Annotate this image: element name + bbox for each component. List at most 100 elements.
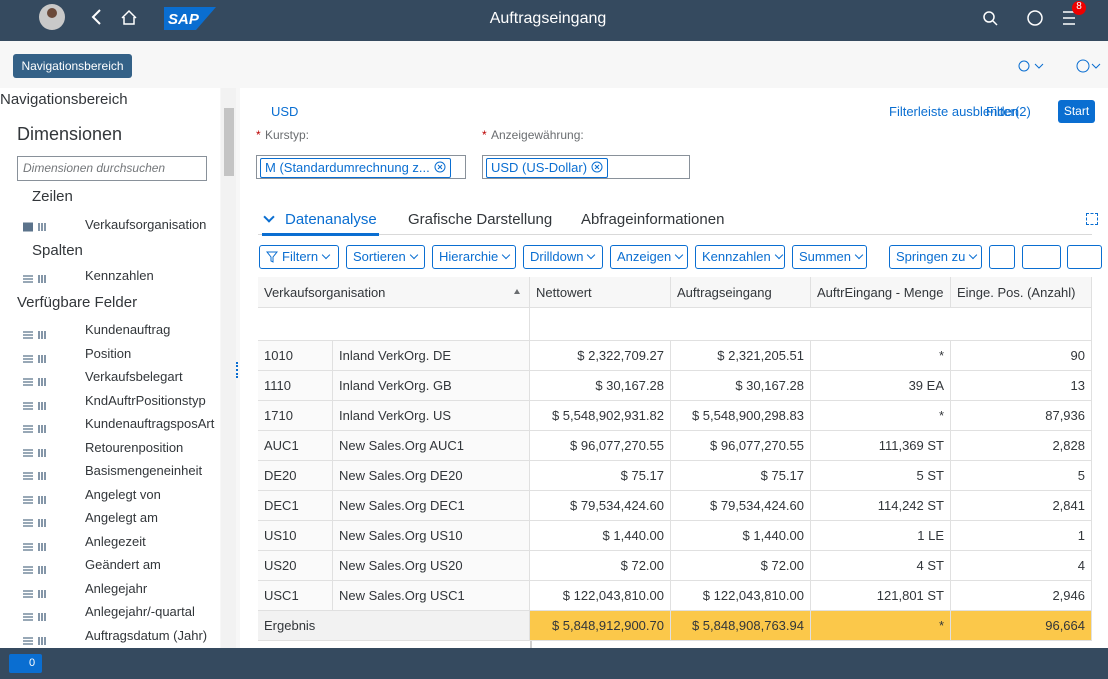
available-field[interactable]: Anlegezeit: [85, 534, 146, 549]
currency[interactable]: USD: [271, 104, 298, 119]
empty-row: [530, 308, 1092, 341]
scrollbar[interactable]: [221, 88, 236, 648]
notifications[interactable]: [1063, 12, 1075, 24]
toolbar-icon-button[interactable]: [1067, 245, 1102, 269]
available-field[interactable]: Anlegejahr: [85, 581, 147, 596]
available-field[interactable]: Position: [85, 346, 131, 361]
field-icon: [23, 328, 47, 338]
table-cell: Inland VerkOrg. DE: [333, 341, 530, 371]
available-field[interactable]: Retourenposition: [85, 440, 183, 455]
table-cell: $ 75.17: [671, 461, 811, 491]
table-cell: New Sales.Org USC1: [333, 581, 530, 611]
token[interactable]: M (Standardumrechnung z...: [260, 158, 451, 178]
toolbar-button[interactable]: Kennzahlen: [695, 245, 785, 269]
button-text: Anzeigen: [617, 249, 671, 264]
available-field[interactable]: Kundenauftrag: [85, 322, 170, 337]
field-icon: [23, 352, 47, 362]
token[interactable]: USD (US-Dollar): [486, 158, 608, 178]
toolbar-button[interactable]: Anzeigen: [610, 245, 688, 269]
table-cell: 13: [951, 371, 1092, 401]
toolbar-button[interactable]: Drilldown: [523, 245, 603, 269]
tab-line: [258, 234, 1092, 235]
splitter[interactable]: [236, 362, 239, 378]
column-header: Auftragseingang: [671, 277, 811, 308]
table-cell: *: [811, 401, 951, 431]
toolbar-icon-button[interactable]: [989, 245, 1015, 269]
available-field[interactable]: KundenauftragsposArt: [85, 416, 214, 431]
search[interactable]: [984, 12, 994, 22]
table-cell: AUC1: [258, 431, 333, 461]
toolbar-button[interactable]: Hierarchie: [432, 245, 516, 269]
tab[interactable]: Grafische Darstellung: [408, 211, 552, 228]
table-cell: 2,828: [951, 431, 1092, 461]
help[interactable]: [1077, 60, 1089, 72]
total-label: Ergebnis: [258, 611, 530, 641]
shell-actions: [975, 0, 1108, 41]
header-actions: [1010, 56, 1108, 78]
field-icon: [23, 220, 47, 230]
column-header: Einge. Pos. (Anzahl): [951, 277, 1092, 308]
table-cell: 39 EA: [811, 371, 951, 401]
toolbar-button[interactable]: Summen: [792, 245, 867, 269]
available-field[interactable]: Geändert am: [85, 557, 161, 572]
column-header: AuftrEingang - Menge: [811, 277, 951, 308]
nav-header: Navigationsbereich: [0, 91, 128, 108]
field-icon: [23, 563, 47, 573]
shell-bar: SAP Auftragseingang 8: [0, 0, 1108, 41]
table-cell: 4: [951, 551, 1092, 581]
table-cell: $ 96,077,270.55: [671, 431, 811, 461]
column-field[interactable]: Kennzahlen: [85, 268, 154, 283]
table-cell: 90: [951, 341, 1092, 371]
field-icon: [23, 422, 47, 432]
table-cell: $ 5,548,902,931.82: [530, 401, 671, 431]
start-button[interactable]: Start: [1058, 100, 1095, 123]
fullscreen[interactable]: [1086, 213, 1098, 225]
table-cell: $ 5,548,900,298.83: [671, 401, 811, 431]
copilot[interactable]: [1028, 11, 1042, 25]
available-field[interactable]: Verkaufsbelegart: [85, 369, 183, 384]
field-icon: [23, 634, 47, 644]
field-icon: [23, 587, 47, 597]
toolbar-button[interactable]: Sortieren: [346, 245, 425, 269]
field-icon: [23, 272, 47, 282]
filter-link[interactable]: Filter(2): [986, 104, 1031, 119]
table-cell: 1 LE: [811, 521, 951, 551]
sort-indicator: [514, 289, 520, 294]
back[interactable]: [93, 10, 100, 24]
table-cell: New Sales.Org US10: [333, 521, 530, 551]
available-field[interactable]: Basismengeneinheit: [85, 463, 202, 478]
field-input[interactable]: M (Standardumrechnung z...: [256, 155, 466, 179]
available-field[interactable]: Anlegejahr/-quartal: [85, 604, 195, 619]
nav-button[interactable]: Navigationsbereich: [13, 54, 132, 78]
table-cell: $ 72.00: [530, 551, 671, 581]
settings[interactable]: [1019, 61, 1029, 71]
table-cell: 111,369 ST: [811, 431, 951, 461]
home[interactable]: [122, 11, 136, 24]
table-cell: 1110: [258, 371, 333, 401]
tab[interactable]: Datenanalyse: [285, 211, 377, 228]
toolbar-button[interactable]: Springen zu: [889, 245, 982, 269]
field-input[interactable]: USD (US-Dollar): [482, 155, 690, 179]
row-field[interactable]: Verkaufsorganisation: [85, 217, 206, 232]
messages[interactable]: 0: [9, 654, 42, 673]
available-field[interactable]: Angelegt von: [85, 487, 161, 502]
button-text: Springen zu: [896, 249, 965, 264]
field-icon: [23, 469, 47, 479]
dimensions-title: Dimensionen: [17, 124, 122, 145]
table-cell: US10: [258, 521, 333, 551]
column-header: Verkaufsorganisation: [258, 277, 530, 308]
available-field[interactable]: Auftragsdatum (Jahr): [85, 628, 207, 643]
toolbar-button[interactable]: Filtern: [259, 245, 339, 269]
available-field[interactable]: Angelegt am: [85, 510, 158, 525]
table-cell: 87,936: [951, 401, 1092, 431]
toolbar-icon-button[interactable]: [1022, 245, 1061, 269]
table-cell: 2,841: [951, 491, 1092, 521]
available-label: Verfügbare Felder: [17, 294, 137, 311]
tab[interactable]: Abfrageinformationen: [581, 211, 724, 228]
available-field[interactable]: KndAuftrPositionstyp: [85, 393, 206, 408]
empty-row: [258, 308, 530, 341]
search-field[interactable]: Dimensionen durchsuchen: [17, 156, 207, 181]
table-cell: 5: [951, 461, 1092, 491]
table-cell: $ 96,077,270.55: [530, 431, 671, 461]
